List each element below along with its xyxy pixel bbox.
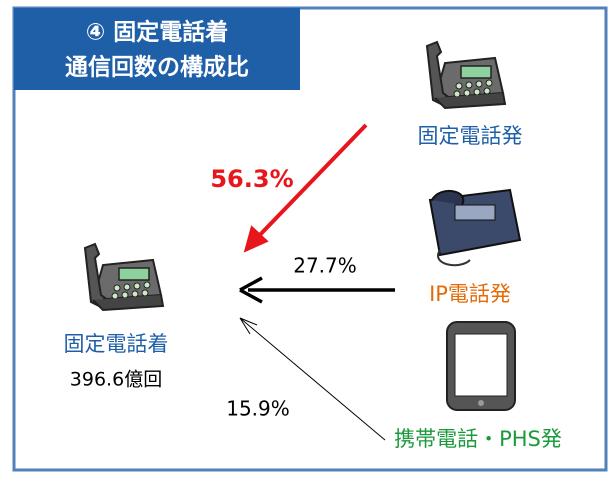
share-label: 27.7%: [293, 254, 357, 278]
source-label: IP電話発: [429, 282, 511, 306]
arrow: [240, 318, 385, 440]
phone-icon: [85, 244, 163, 310]
phone-icon: [427, 42, 505, 108]
header-title: 通信回数の構成比: [65, 54, 249, 81]
share-label: 56.3%: [210, 165, 293, 193]
target-label: 固定電話着: [64, 332, 169, 356]
diagram: ④ 固定電話着 通信回数の構成比 固定電話発 IP電話発 携帯電話・PHS発 固…: [0, 0, 610, 474]
target-total: 396.6億回: [70, 369, 162, 391]
ip-phone-icon: [430, 190, 520, 265]
arrow: [240, 278, 395, 302]
source-label: 固定電話発: [418, 124, 523, 148]
mobile-icon: [447, 322, 515, 410]
source-label: 携帯電話・PHS発: [394, 427, 562, 451]
header-title: ④ 固定電話着: [86, 19, 228, 46]
share-label: 15.9%: [226, 397, 290, 421]
